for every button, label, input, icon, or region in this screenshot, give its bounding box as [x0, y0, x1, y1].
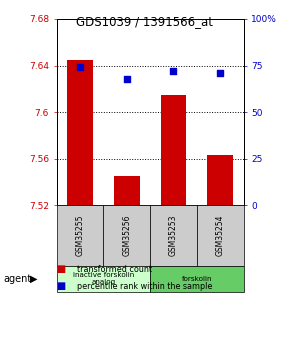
Point: [218, 70, 222, 76]
Text: ■: ■: [57, 282, 66, 291]
Bar: [57, 266, 150, 292]
Bar: [114, 176, 139, 205]
Point: [124, 76, 129, 81]
Text: percentile rank within the sample: percentile rank within the sample: [77, 282, 212, 291]
Bar: [161, 95, 186, 205]
Text: GDS1039 / 1391566_at: GDS1039 / 1391566_at: [77, 16, 213, 29]
Text: transformed count: transformed count: [77, 265, 152, 274]
Point: [171, 68, 176, 74]
Bar: [150, 266, 244, 292]
Text: inactive forskolin
analog: inactive forskolin analog: [73, 272, 134, 285]
Text: agent: agent: [3, 274, 31, 284]
Bar: [150, 205, 197, 266]
Bar: [67, 60, 93, 205]
Bar: [103, 205, 150, 266]
Text: ▶: ▶: [30, 274, 38, 284]
Text: forskolin: forskolin: [182, 276, 212, 282]
Text: GSM35256: GSM35256: [122, 215, 131, 256]
Text: GSM35253: GSM35253: [169, 215, 178, 256]
Bar: [207, 155, 233, 205]
Bar: [57, 205, 103, 266]
Point: [78, 65, 82, 70]
Bar: [197, 205, 244, 266]
Text: GSM35255: GSM35255: [75, 215, 84, 256]
Text: GSM35254: GSM35254: [216, 215, 225, 256]
Text: ■: ■: [57, 264, 66, 274]
